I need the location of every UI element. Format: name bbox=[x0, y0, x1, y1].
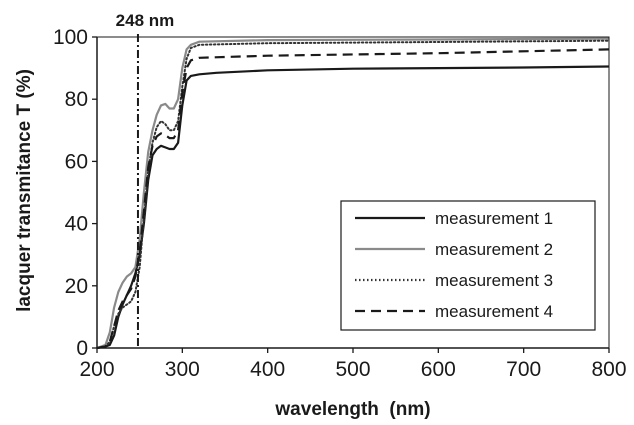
x-tick-label: 800 bbox=[591, 358, 626, 381]
series-line-measurement-3 bbox=[96, 39, 610, 349]
series-line-measurement-2 bbox=[96, 37, 610, 350]
y-tick-label: 40 bbox=[65, 213, 88, 236]
series-line-measurement-4 bbox=[96, 48, 610, 350]
x-tick-label: 300 bbox=[165, 358, 200, 381]
legend-label-measurement-2: measurement 2 bbox=[435, 240, 553, 259]
ticks-layer: 200 300 400 500 600 700 800 0 20 40 60 80 100 bbox=[53, 26, 627, 381]
x-tick-label: 500 bbox=[335, 358, 370, 381]
legend-label-measurement-1: measurement 1 bbox=[435, 209, 553, 228]
y-tick-label: 60 bbox=[65, 150, 88, 173]
248nm-label: 248 nm bbox=[116, 11, 175, 30]
y-tick-label: 100 bbox=[53, 26, 88, 49]
y-axis-title: lacquer transmitance T (%) bbox=[14, 69, 35, 312]
legend-label-measurement-4: measurement 4 bbox=[435, 302, 553, 321]
x-tick-label: 200 bbox=[79, 358, 114, 381]
x-tick-label: 700 bbox=[506, 358, 541, 381]
y-tick-label: 20 bbox=[65, 275, 88, 298]
annotation-layer: 248 nm bbox=[116, 11, 175, 348]
y-tick-label: 80 bbox=[65, 88, 88, 111]
x-tick-label: 600 bbox=[421, 358, 456, 381]
x-tick-label: 400 bbox=[250, 358, 285, 381]
legend-label-measurement-3: measurement 3 bbox=[435, 271, 553, 290]
y-tick-label: 0 bbox=[76, 337, 88, 360]
legend-box bbox=[340, 200, 596, 331]
series-layer bbox=[96, 37, 610, 350]
x-axis-title: wavelength (nm) bbox=[274, 399, 430, 420]
legend: measurement 1 measurement 2 measurement 3 m… bbox=[340, 200, 596, 331]
